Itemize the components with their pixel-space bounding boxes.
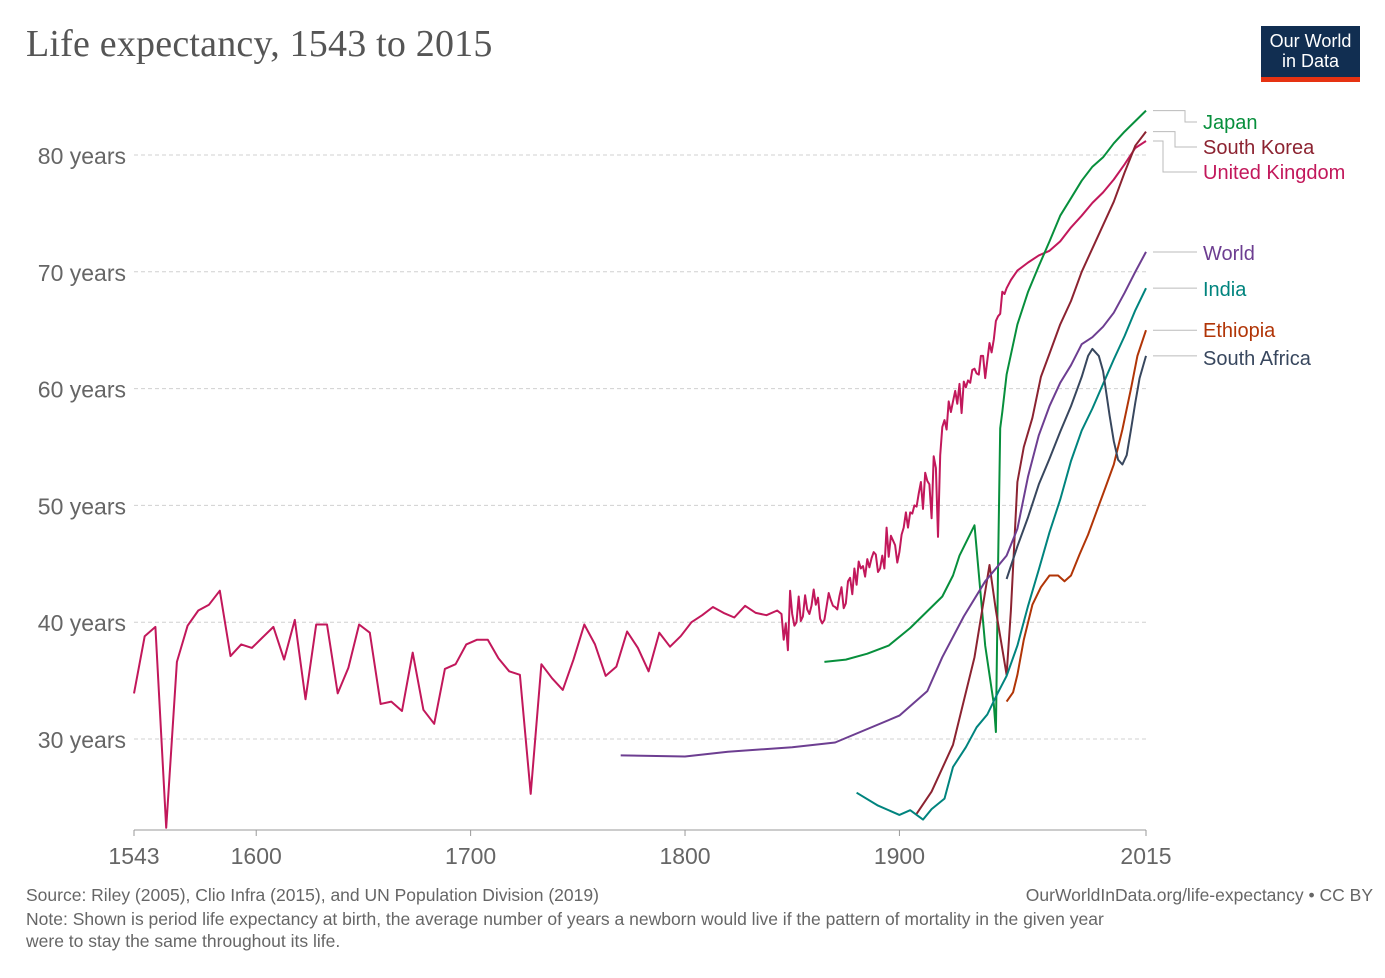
series-line-world bbox=[620, 251, 1147, 758]
note-line-1: Note: Shown is period life expectancy at… bbox=[26, 909, 1104, 929]
owid-logo[interactable]: Our World in Data bbox=[1261, 26, 1360, 82]
series-line-united-kingdom bbox=[133, 140, 1147, 829]
leader-line bbox=[1153, 110, 1197, 123]
series-lines bbox=[133, 109, 1147, 829]
series-label-south-africa: South Africa bbox=[1203, 348, 1312, 370]
x-tick-label: 1543 bbox=[108, 843, 159, 869]
series-label-india: India bbox=[1203, 279, 1247, 301]
series-line-japan bbox=[824, 109, 1147, 733]
y-tick-label: 30 years bbox=[38, 727, 126, 753]
y-tick-label: 40 years bbox=[38, 610, 126, 636]
x-axis: 1543 1600 1700 1800 1900 2015 bbox=[108, 829, 1172, 869]
leader-line bbox=[1153, 140, 1197, 173]
source-url-link[interactable]: OurWorldInData.org/life-expectancy • CC … bbox=[1025, 885, 1373, 905]
logo-line-2: in Data bbox=[1281, 51, 1340, 71]
series-labels: Japan South Korea United Kingdom World India… bbox=[1153, 110, 1345, 370]
x-tick-label: 1900 bbox=[874, 843, 925, 869]
series-line-ethiopia bbox=[1005, 329, 1147, 703]
gridlines bbox=[134, 154, 1146, 740]
note-line-2: were to stay the same throughout its lif… bbox=[26, 931, 341, 951]
series-line-south-africa bbox=[1005, 347, 1147, 580]
x-tick-label: 1700 bbox=[445, 843, 496, 869]
series-label-japan: Japan bbox=[1203, 112, 1258, 134]
series-line-india bbox=[856, 287, 1147, 821]
series-label-ethiopia: Ethiopia bbox=[1203, 320, 1276, 342]
x-tick-label: 1600 bbox=[231, 843, 282, 869]
y-tick-label: 60 years bbox=[38, 377, 126, 403]
y-tick-label: 80 years bbox=[38, 143, 126, 169]
series-label-united-kingdom: United Kingdom bbox=[1203, 162, 1345, 184]
logo-accent-bar bbox=[1261, 77, 1360, 82]
series-label-world: World bbox=[1203, 243, 1255, 265]
source-text: Source: Riley (2005), Clio Infra (2015),… bbox=[26, 885, 599, 905]
x-tick-label: 2015 bbox=[1120, 843, 1171, 869]
y-tick-label: 70 years bbox=[38, 260, 126, 286]
y-tick-label: 50 years bbox=[38, 493, 126, 519]
y-axis-ticks: 30 years 40 years 50 years 60 years 70 years… bbox=[38, 143, 126, 753]
series-label-south-korea: South Korea bbox=[1203, 137, 1315, 159]
logo-line-1: Our World bbox=[1269, 31, 1352, 51]
series-line-south-korea bbox=[915, 130, 1147, 815]
chart-title: Life expectancy, 1543 to 2015 bbox=[26, 23, 493, 65]
leader-line bbox=[1153, 131, 1197, 148]
x-tick-label: 1800 bbox=[659, 843, 710, 869]
